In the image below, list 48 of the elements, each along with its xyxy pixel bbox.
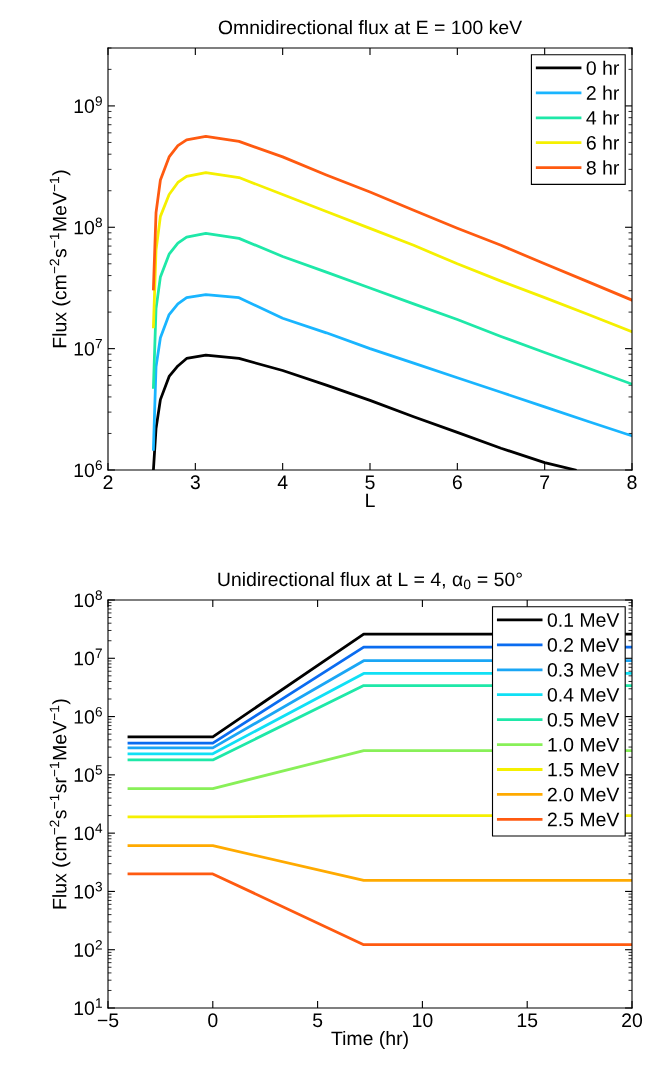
chart-title: Unidirectional flux at L = 4, α$_{0}$ = 50° (218, 571, 522, 590)
x-tick-label: 10 (413, 1013, 433, 1028)
y-tick-label: 10$^{6}$ (74, 460, 102, 478)
x-tick-label: 2 (103, 475, 113, 489)
legend-label: 0.2 MeV (547, 638, 620, 652)
legend-label: 0.5 MeV (547, 712, 620, 727)
x-axis-title: Time (hr) (331, 1030, 408, 1050)
legend-label: 6 hr (586, 135, 620, 150)
x-tick-label: 5 (365, 475, 375, 490)
text: Flux (cm$^{−2}$s$^{−1}$sr$^{−1}$MeV$^{−1}$) (49, 699, 71, 909)
line-series (152, 232, 632, 389)
y-tick-label: 10$^{8}$ (74, 217, 102, 235)
y-tick-label: 10$^{9}$ (74, 96, 102, 114)
legend-label: 2.0 MeV (547, 787, 620, 802)
y-tick-label: 10$^{4}$ (74, 823, 103, 841)
line-series (152, 293, 632, 451)
x-tick-label: 0 (208, 1013, 218, 1028)
y-tick-label: 10$^{7}$ (74, 648, 102, 666)
x-tick-label: 20 (622, 1013, 643, 1028)
x-tick-label: 3 (190, 475, 200, 490)
legend-label: 1.0 MeV (548, 737, 620, 752)
y-tick-label: 10$^{1}$ (74, 998, 102, 1016)
x-tick-label: 7 (540, 475, 550, 489)
legend-label: 0.4 MeV (547, 687, 620, 702)
x-tick-label: −5 (97, 1013, 119, 1028)
chart-title: Omnidirectional flux at E = 100 keV (218, 20, 523, 35)
legend-label: 8 hr (586, 160, 620, 175)
x-tick-label: 4 (277, 475, 288, 489)
x-tick-label: 5 (312, 1013, 323, 1028)
legend-label: 0.1 MeV (547, 613, 620, 627)
y-tick-label: 10$^{7}$ (74, 338, 102, 356)
y-tick-label: 10$^{6}$ (74, 706, 102, 724)
legend-label: 0 hr (586, 60, 620, 75)
x-axis-title: L (366, 493, 375, 508)
y-tick-label: 10$^{8}$ (74, 590, 102, 608)
legend-label: 0.3 MeV (547, 663, 620, 677)
x-tick-label: 15 (517, 1013, 538, 1028)
x-tick-label: 8 (627, 475, 637, 490)
y-axis-title: Flux (cm$^{−2}$s$^{−1}$MeV$^{−1}$) (49, 170, 71, 348)
y-tick-label: 10$^{5}$ (74, 765, 102, 782)
y-tick-label: 10$^{2}$ (74, 940, 102, 957)
y-tick-label: 10$^{3}$ (74, 881, 102, 899)
line-series (152, 135, 632, 302)
legend-label: 2 hr (586, 85, 620, 100)
legend-label: 4 hr (586, 110, 620, 125)
legend-label: 2.5 MeV (547, 812, 620, 827)
x-tick-label: 6 (452, 475, 462, 490)
legend-label: 1.5 MeV (548, 762, 620, 777)
